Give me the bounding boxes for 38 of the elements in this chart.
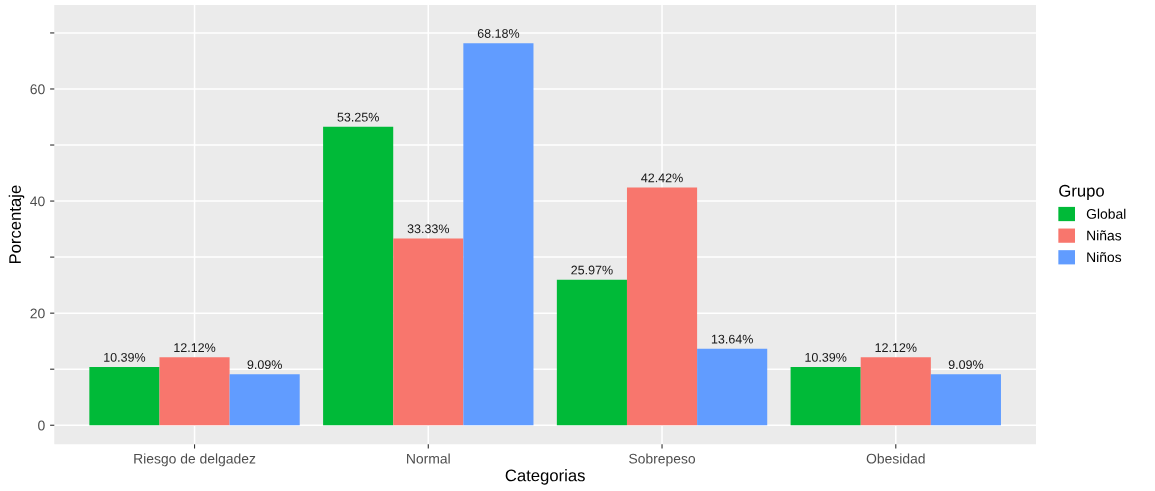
bar [463,43,534,426]
x-tick-label: Sobrepeso [629,453,696,467]
bar [393,238,464,426]
x-tick-label: Normal [407,453,450,464]
data-label: 33.33% [407,224,450,234]
y-tick-label: 20 [30,308,45,319]
data-label: 9.09% [948,360,984,370]
bar [626,187,698,426]
data-label: 42.42% [641,173,683,183]
bar [697,348,768,426]
legend-label: Global [1086,208,1126,219]
data-label: 9.09% [247,360,282,370]
data-label: 12.12% [875,343,917,353]
legend-label: Niñas [1087,230,1122,241]
data-label: 12.12% [174,343,216,353]
bar [860,357,931,426]
legend-title: Grupo [1059,184,1104,200]
bar [159,357,230,426]
y-tick-label: 60 [30,84,45,95]
bar [930,374,1001,426]
x-tick-label: Riesgo de delgadez [134,453,256,467]
x-axis-title: Categorias [505,469,585,485]
data-label: 13.64% [711,334,753,344]
bar [556,279,627,426]
y-tick-label: 0 [38,420,45,431]
data-label: 53.25% [337,112,379,122]
data-label: 10.39% [805,352,847,362]
data-label: 10.39% [104,352,146,362]
y-axis-title: Porcentaje [8,185,25,264]
legend-label: Niños [1087,251,1122,263]
data-label: 68.18% [477,29,520,38]
bar [323,126,394,426]
data-label: 25.97% [571,265,613,275]
bar [89,367,160,426]
bar [229,374,300,426]
x-tick-label: Obesidad [866,453,925,464]
bar [790,367,861,426]
y-tick-label: 40 [30,196,45,207]
